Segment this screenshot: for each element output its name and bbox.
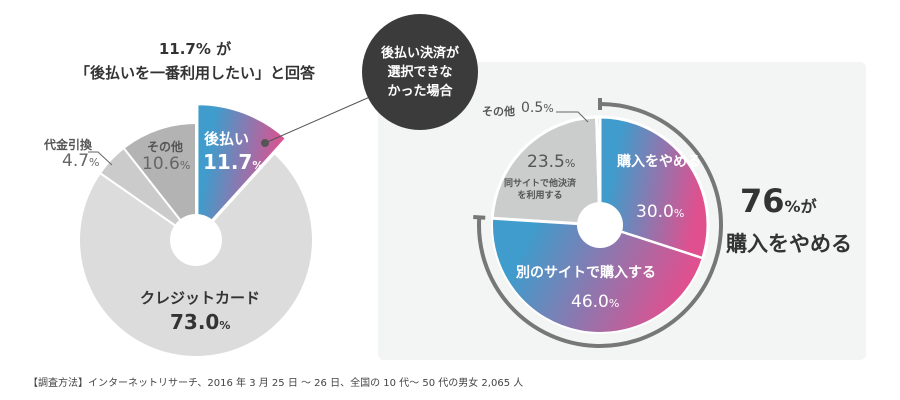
- result-value: 76%が: [740, 182, 817, 220]
- value-other-left: 10.6%: [142, 154, 191, 174]
- label-other-site: 別のサイトで購入する: [516, 265, 656, 281]
- slice-0: [598, 115, 710, 261]
- callout-line: [264, 95, 373, 144]
- value-other-site: 46.0%: [571, 292, 620, 312]
- bubble-line3: かった場合: [387, 83, 453, 99]
- survey-note: 【調査方法】インターネットリサーチ、2016 年 3 月 25 日 〜 26 日…: [28, 378, 524, 389]
- label-cod: 代金引換: [44, 138, 93, 152]
- value-same-site: 23.5%: [527, 152, 576, 172]
- slice-1: [491, 217, 704, 334]
- pie-hole: [170, 214, 222, 266]
- label-same-site: 同サイトで他決済を利用する: [503, 179, 576, 201]
- callout-dot: [261, 139, 269, 147]
- label-quit: 購入をやめる: [617, 154, 701, 170]
- label-other-left: その他: [147, 140, 184, 154]
- value-other-right: 0.5%: [521, 100, 554, 116]
- headline-line1: 11.7% が: [158, 40, 232, 58]
- label-credit: クレジットカード: [140, 289, 261, 307]
- headline-line2: 「後払いを一番利用したい」と回答: [74, 64, 315, 82]
- label-atobarai: 後払い: [204, 130, 250, 148]
- value-quit: 30.0%: [636, 202, 685, 222]
- other-leader-line: [556, 111, 589, 123]
- bubble-line1: 後払い決済が: [380, 45, 459, 61]
- value-credit: 73.0%: [170, 310, 231, 334]
- cod-leader-line: [88, 151, 113, 166]
- slice-3: [122, 121, 197, 243]
- slice-2: [490, 115, 602, 227]
- result-label: 購入をやめる: [726, 232, 852, 256]
- bracket-arc: [477, 102, 723, 348]
- slice-3: [595, 115, 602, 226]
- bubble-line2: 選択できな: [387, 64, 453, 80]
- value-atobarai: 11.7%: [203, 150, 264, 174]
- scenario-bubble: 後払い決済が 選択できなかった場合: [362, 14, 478, 130]
- pie-hole: [577, 202, 623, 248]
- value-cod: 4.7%: [62, 151, 100, 171]
- bracket-end-1: [473, 215, 486, 220]
- label-other-right: その他: [482, 105, 515, 118]
